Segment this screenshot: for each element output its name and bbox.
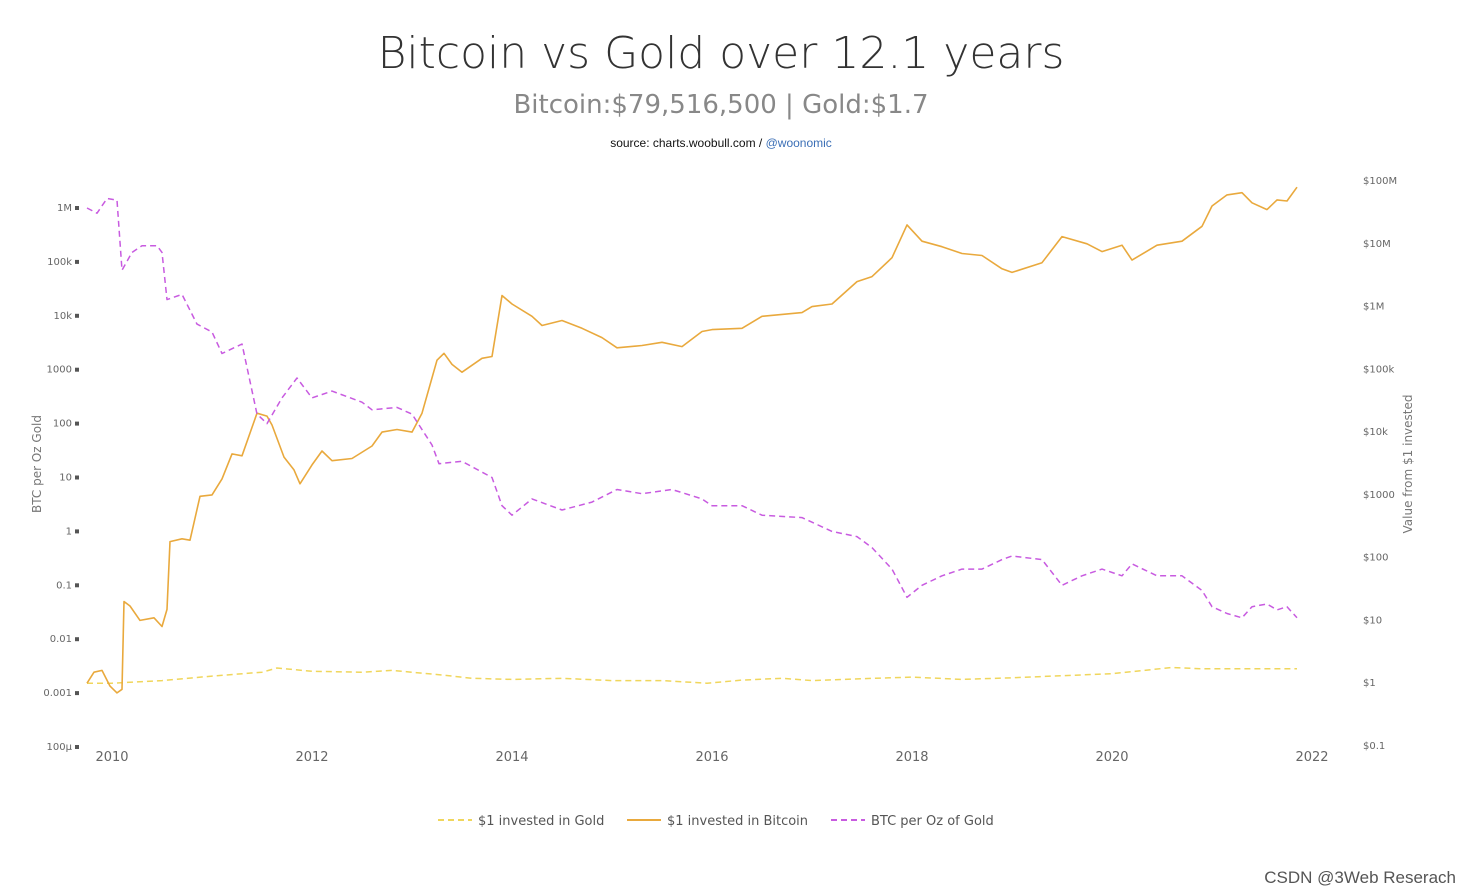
y-left-tick-mark (75, 691, 79, 696)
x-tick-label: 2012 (295, 750, 328, 765)
y-right-tick-label: $1M (1363, 302, 1384, 313)
y-left-tick-mark (75, 421, 79, 426)
source-text: source: charts.woobull.com / (610, 136, 766, 150)
legend-label[interactable]: $1 invested in Gold (478, 814, 604, 829)
y-left-tick-label: 0.1 (56, 580, 72, 591)
y-left-tick-label: 1 (66, 526, 72, 537)
y-left-tick-mark (75, 745, 79, 749)
y-left-tick-label: 10 (59, 473, 72, 484)
y-left-tick-label: 100 (53, 419, 72, 430)
y-left-tick-mark (75, 259, 79, 264)
y-right-tick-label: $100 (1363, 553, 1388, 564)
source-handle-link[interactable]: @woonomic (765, 136, 832, 150)
y-left-tick-label: 1000 (47, 365, 72, 376)
series-gold-line (87, 666, 1297, 684)
y-left-tick-mark (75, 206, 79, 210)
y-right-tick-label: $10 (1363, 615, 1382, 626)
y-right-tick-label: $0.1 (1363, 741, 1385, 752)
y-left-tick-label: 0.01 (50, 634, 72, 645)
y-left-tick-label: 10k (53, 311, 72, 322)
y-left-tick-mark (75, 637, 79, 642)
y-left-axis-label: BTC per Oz Gold (30, 415, 44, 513)
y-right-tick-label: $1000 (1363, 490, 1395, 501)
y-right-axis-label: Value from $1 invested (1401, 395, 1415, 534)
x-tick-label: 2016 (695, 750, 728, 765)
y-left-tick-mark (75, 313, 79, 318)
y-left-tick-mark (75, 367, 79, 372)
x-tick-label: 2020 (1095, 750, 1128, 765)
watermark: CSDN @3Web Reserach (1264, 868, 1456, 887)
y-left-tick-mark (75, 583, 79, 588)
y-left-tick-label: 100k (47, 257, 72, 268)
x-tick-label: 2010 (95, 750, 128, 765)
y-left-tick-mark (75, 475, 79, 480)
series-bitcoin-line (86, 186, 1298, 694)
legend-label[interactable]: BTC per Oz of Gold (871, 814, 994, 829)
y-left-tick-label: 0.001 (43, 688, 72, 699)
legend-label[interactable]: $1 invested in Bitcoin (667, 814, 808, 829)
x-tick-label: 2014 (495, 750, 528, 765)
y-left-tick-label: 100µ (47, 742, 73, 753)
chart-subtitle: Bitcoin:$79,516,500 | Gold:$1.7 (513, 90, 929, 120)
y-right-tick-label: $10k (1363, 427, 1388, 438)
series-btc-per-oz-line (86, 197, 1298, 619)
y-right-tick-label: $1 (1363, 678, 1376, 689)
y-left-tick-label: 1M (57, 203, 72, 214)
chart-title: Bitcoin vs Gold over 12.1 years (377, 28, 1065, 79)
y-right-tick-label: $100k (1363, 364, 1394, 375)
y-right-tick-label: $10M (1363, 239, 1391, 250)
y-right-tick-label: $100M (1363, 176, 1397, 187)
x-tick-label: 2018 (895, 750, 928, 765)
y-left-tick-mark (75, 529, 79, 534)
chart-source: source: charts.woobull.com / @woonomic (0, 136, 1442, 150)
x-tick-label: 2022 (1295, 750, 1328, 765)
